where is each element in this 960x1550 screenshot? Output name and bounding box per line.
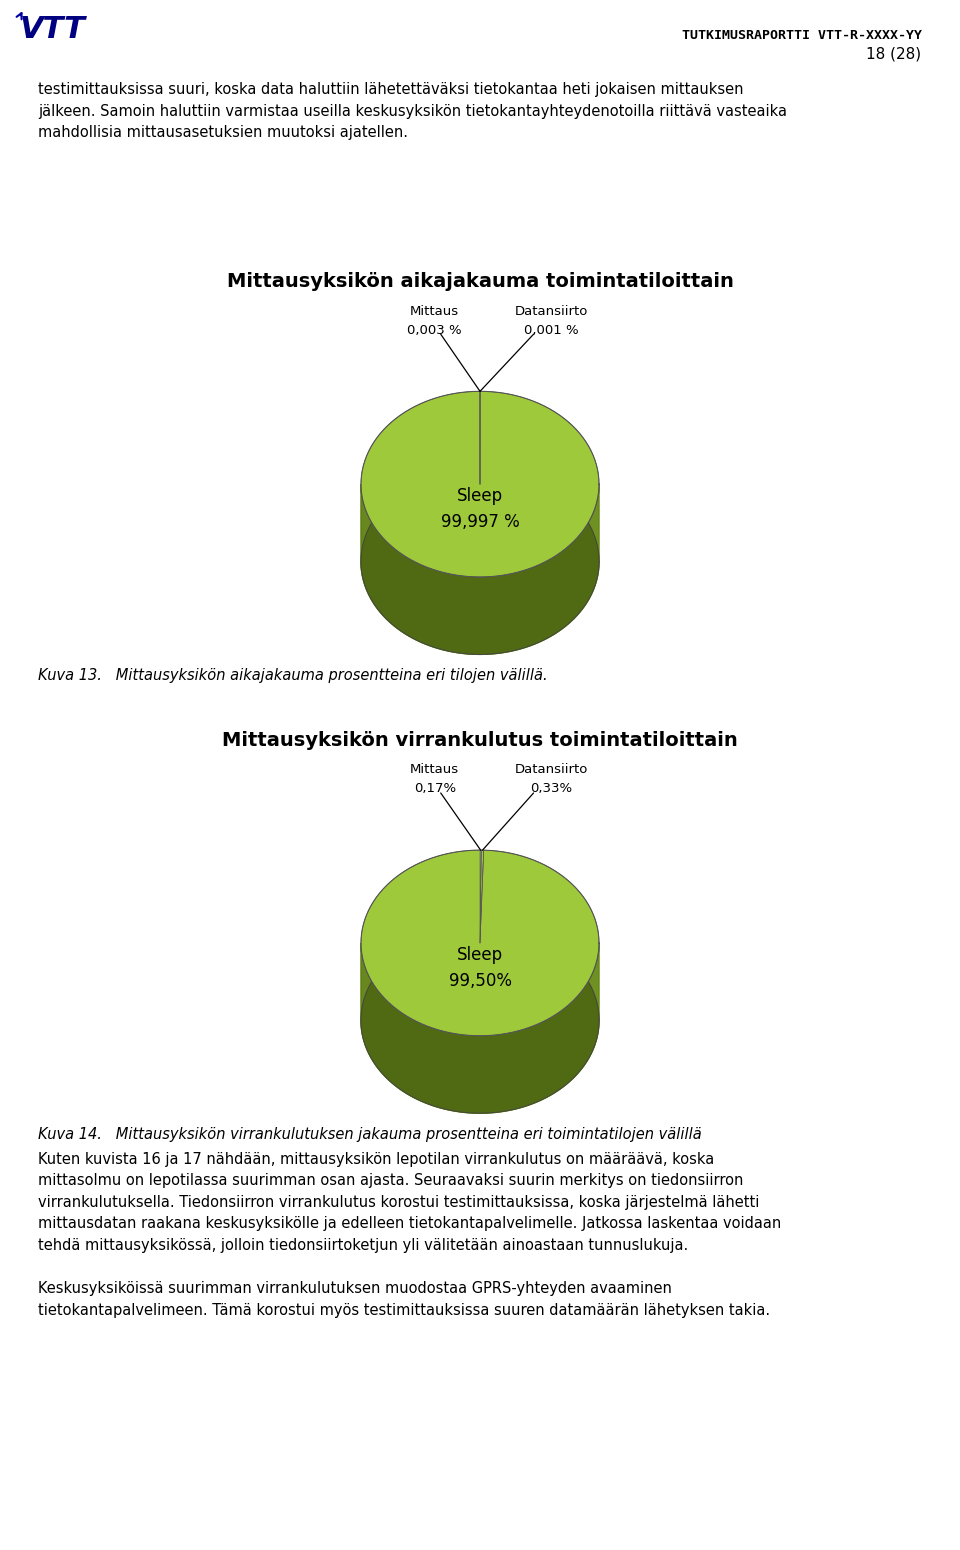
Polygon shape [480,484,599,654]
Text: Mittaus: Mittaus [410,304,459,318]
Polygon shape [361,927,599,1113]
Text: testimittauksissa suuri, koska data haluttiin lähetettäväksi tietokantaa heti jo: testimittauksissa suuri, koska data halu… [38,82,787,141]
Polygon shape [361,849,599,1035]
Polygon shape [361,942,480,1113]
Text: Kuva 13.   Mittausyksikön aikajakauma prosentteina eri tilojen välillä.: Kuva 13. Mittausyksikön aikajakauma pros… [38,668,548,684]
Text: Datansiirto: Datansiirto [515,304,588,318]
Polygon shape [361,484,480,654]
Polygon shape [361,942,480,1113]
Text: Mittaus: Mittaus [410,763,459,777]
Polygon shape [361,484,480,654]
Text: Kuten kuvista 16 ja 17 nähdään, mittausyksikön lepotilan virrankulutus on määrää: Kuten kuvista 16 ja 17 nähdään, mittausy… [38,1152,781,1318]
Polygon shape [361,468,599,654]
Polygon shape [480,849,481,942]
Text: 0,001 %: 0,001 % [524,324,579,336]
Polygon shape [480,849,484,942]
Text: 99,50%: 99,50% [448,972,512,990]
Polygon shape [361,484,599,654]
Polygon shape [480,484,599,654]
Text: Datansiirto: Datansiirto [515,763,588,777]
Text: Sleep: Sleep [457,946,503,964]
Polygon shape [480,942,599,1113]
Text: Mittausyksikön aikajakauma toimintatiloittain: Mittausyksikön aikajakauma toimintatiloi… [227,273,733,291]
Text: 0,17%: 0,17% [414,783,456,795]
Text: Sleep: Sleep [457,487,503,505]
Text: 0,003 %: 0,003 % [407,324,462,336]
Text: 99,997 %: 99,997 % [441,513,519,532]
Text: 0,33%: 0,33% [530,783,572,795]
Polygon shape [361,391,599,577]
Text: 18 (28): 18 (28) [867,46,922,62]
Text: TUTKIMUSRAPORTTI VTT-R-XXXX-YY: TUTKIMUSRAPORTTI VTT-R-XXXX-YY [682,28,922,42]
Text: Mittausyksikön virrankulutus toimintatiloittain: Mittausyksikön virrankulutus toimintatil… [222,732,738,750]
Polygon shape [480,942,599,1113]
Polygon shape [361,942,599,1113]
Text: Kuva 14.   Mittausyksikön virrankulutuksen jakauma prosentteina eri toimintatilo: Kuva 14. Mittausyksikön virrankulutuksen… [38,1127,702,1142]
Text: VTT: VTT [19,16,85,43]
